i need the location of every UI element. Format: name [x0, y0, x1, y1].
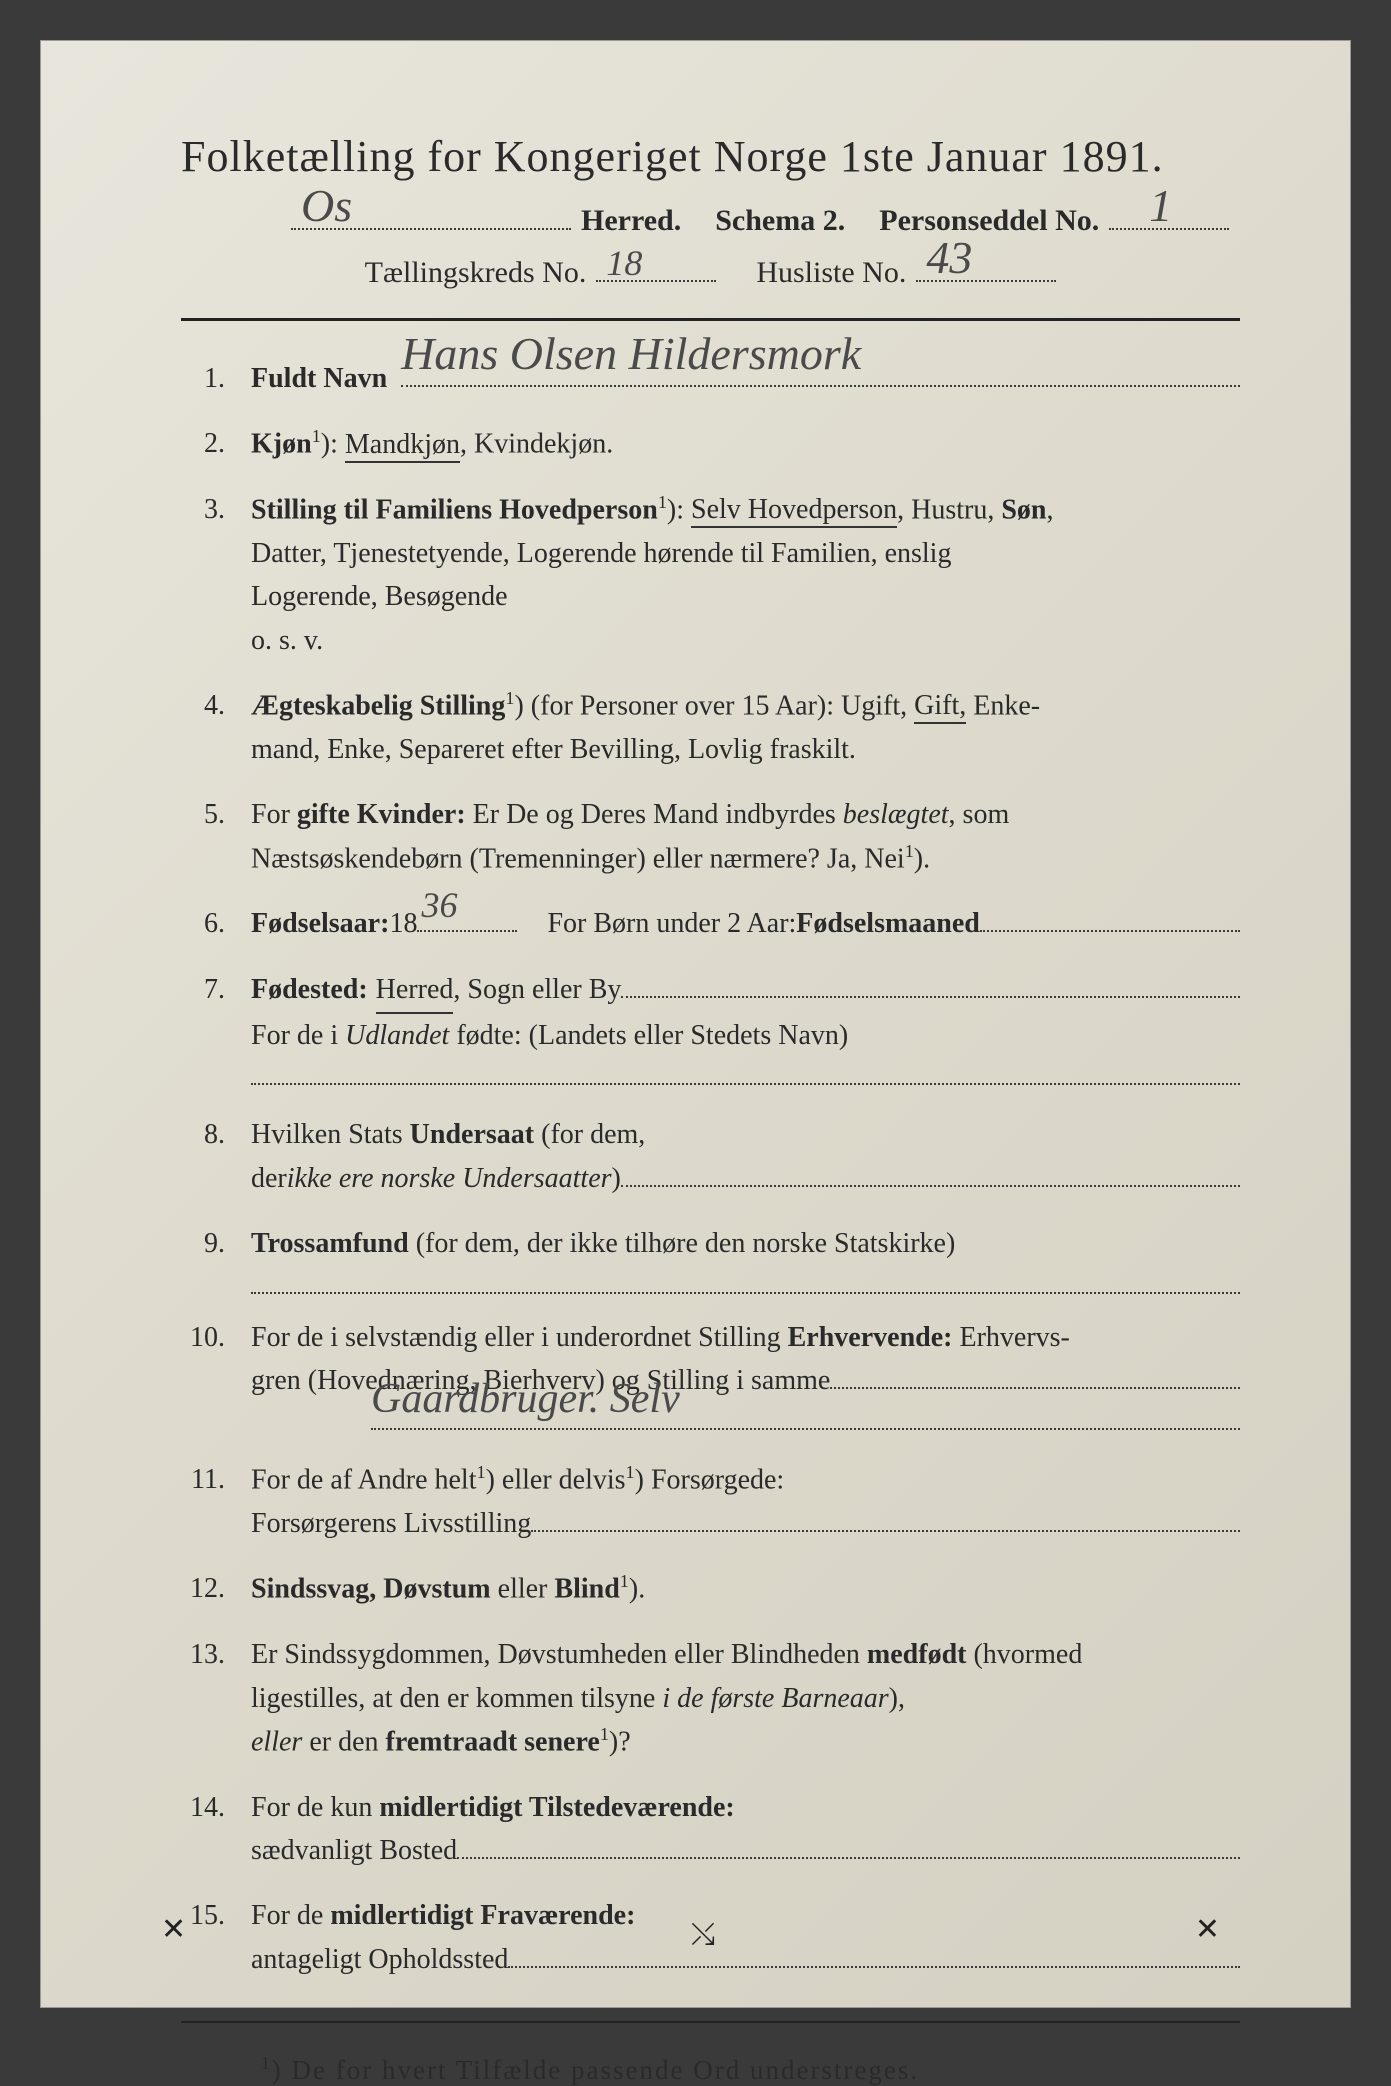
schema-label: Schema 2. [715, 204, 845, 238]
q3-num: 3. [181, 488, 251, 662]
divider-bottom [181, 2021, 1240, 2023]
tick-mark: ✕ [161, 1912, 186, 1947]
q9-field [251, 1266, 1240, 1294]
herred-row: Os Herred. Schema 2. Personseddel No. 1 [181, 200, 1240, 238]
herred-value: Os [301, 179, 352, 232]
q11-field [531, 1504, 1240, 1532]
q5-num: 5. [181, 793, 251, 880]
q15-field [508, 1940, 1240, 1968]
q3-line3: Logerende, Besøgende [251, 581, 508, 612]
q1: 1. Fuldt Navn Hans Olsen Hildersmork [181, 357, 1240, 400]
q7-field [621, 970, 1240, 998]
q6-label: Fødselsaar: [251, 902, 389, 945]
q3-selv: Selv Hovedperson [691, 494, 897, 528]
q6: 6. Fødselsaar: 18 36 For Børn under 2 Aa… [181, 902, 1240, 945]
q9-num: 9. [181, 1222, 251, 1293]
q7-herred: Herred [376, 968, 454, 1014]
q10-num: 10. [181, 1316, 251, 1431]
q10-value: Gaardbruger. Selv [371, 1367, 680, 1432]
q2-num: 2. [181, 422, 251, 466]
q12-num: 12. [181, 1567, 251, 1611]
q13-num: 13. [181, 1633, 251, 1764]
personseddel-label: Personseddel No. [879, 204, 1099, 238]
q6-label2: Fødselsmaaned [796, 902, 980, 945]
questions: 1. Fuldt Navn Hans Olsen Hildersmork 2. … [181, 357, 1240, 1981]
q8-field [621, 1159, 1240, 1187]
q11: 11. For de af Andre helt1) eller delvis1… [181, 1458, 1240, 1545]
q5-label: gifte Kvinder: [297, 799, 466, 830]
q11-line2: Forsørgerens Livsstilling [251, 1502, 531, 1545]
q1-value: Hans Olsen Hildersmork [401, 318, 861, 389]
q14: 14. For de kun midlertidigt Tilstedevære… [181, 1786, 1240, 1873]
q6-num: 6. [181, 902, 251, 945]
q1-label: Fuldt Navn [251, 357, 387, 400]
footnote-text: ) De for hvert Tilfælde passende Ord und… [272, 2055, 919, 2085]
q15-line2: antageligt Opholdssted [251, 1938, 508, 1981]
tick-mark: ⤯ [691, 1918, 715, 1952]
q14-line2: sædvanligt Bosted [251, 1829, 457, 1872]
main-title: Folketælling for Kongeriget Norge 1ste J… [181, 131, 1240, 182]
q9: 9. Trossamfund (for dem, der ikke tilhør… [181, 1222, 1240, 1293]
q2: 2. Kjøn1): Mandkjøn, Kvindekjøn. [181, 422, 1240, 466]
q3: 3. Stilling til Familiens Hovedperson1):… [181, 488, 1240, 662]
personseddel-field: 1 [1109, 200, 1229, 230]
q12: 12. Sindssvag, Døvstum eller Blind1). [181, 1567, 1240, 1611]
q14-label: midlertidigt Tilstedeværende: [379, 1792, 734, 1823]
herred-field: Os [291, 200, 571, 230]
q8-num: 8. [181, 1113, 251, 1200]
q5: 5. For gifte Kvinder: Er De og Deres Man… [181, 793, 1240, 880]
tick-mark: ✕ [1195, 1912, 1220, 1947]
q12-label: Sindssvag, Døvstum [251, 1574, 491, 1605]
q10: 10. For de i selvstændig eller i underor… [181, 1316, 1240, 1431]
q14-num: 14. [181, 1786, 251, 1873]
q15-num: 15. [181, 1894, 251, 1981]
q1-field: Hans Olsen Hildersmork [401, 359, 1240, 387]
q6-year-field: 36 [417, 904, 517, 932]
q6-year: 36 [421, 878, 457, 934]
q2-mandkjon: Mandkjøn [345, 429, 460, 463]
q7: 7. Fødested: Herred, Sogn eller By For d… [181, 968, 1240, 1086]
kreds-row: Tællingskreds No. 18 Husliste No. 43 [181, 252, 1240, 290]
personseddel-value: 1 [1149, 179, 1172, 232]
kreds-label: Tællingskreds No. [365, 256, 587, 290]
husliste-label: Husliste No. [756, 256, 906, 290]
husliste-field: 43 [916, 252, 1056, 282]
q10-label: Erhvervende: [788, 1322, 953, 1353]
q1-num: 1. [181, 357, 251, 400]
q7-num: 7. [181, 968, 251, 1086]
census-form-page: Folketælling for Kongeriget Norge 1ste J… [40, 40, 1351, 2008]
q4-gift: Gift, [914, 690, 966, 724]
footnote: 1) De for hvert Tilfælde passende Ord un… [181, 2053, 1240, 2086]
herred-label: Herred. [581, 204, 681, 238]
q7-label: Fødested: [251, 968, 368, 1011]
q3-label: Stilling til Familiens Hovedperson [251, 494, 658, 525]
q11-num: 11. [181, 1458, 251, 1545]
q2-kvindekjon: Kvindekjøn. [474, 429, 613, 460]
q14-field [457, 1831, 1240, 1859]
q15-label: midlertidigt Fraværende: [330, 1900, 635, 1931]
q4-label: Ægteskabelig Stilling [251, 690, 505, 721]
q10-field1 [830, 1361, 1240, 1389]
q5-line2: Næstsøskendebørn (Tremenninger) eller næ… [251, 843, 905, 874]
q3-line4: o. s. v. [251, 625, 323, 656]
q2-label: Kjøn [251, 429, 312, 460]
q4-line2: mand, Enke, Separeret efter Bevilling, L… [251, 734, 856, 765]
q7-field2 [251, 1057, 1240, 1085]
q8: 8. Hvilken Stats Undersaat (for dem, der… [181, 1113, 1240, 1200]
q13: 13. Er Sindssygdommen, Døvstumheden elle… [181, 1633, 1240, 1764]
q10-field2: Gaardbruger. Selv [371, 1402, 1240, 1430]
husliste-value: 43 [926, 231, 972, 284]
q9-label: Trossamfund [251, 1228, 409, 1259]
q4-num: 4. [181, 684, 251, 771]
kreds-field: 18 [596, 252, 716, 282]
q4: 4. Ægteskabelig Stilling1) (for Personer… [181, 684, 1240, 771]
kreds-value: 18 [606, 242, 642, 284]
q3-line2: Datter, Tjenestetyende, Logerende hørend… [251, 538, 951, 569]
q8-label: Undersaat [410, 1119, 534, 1150]
q6-month-field [980, 904, 1240, 932]
